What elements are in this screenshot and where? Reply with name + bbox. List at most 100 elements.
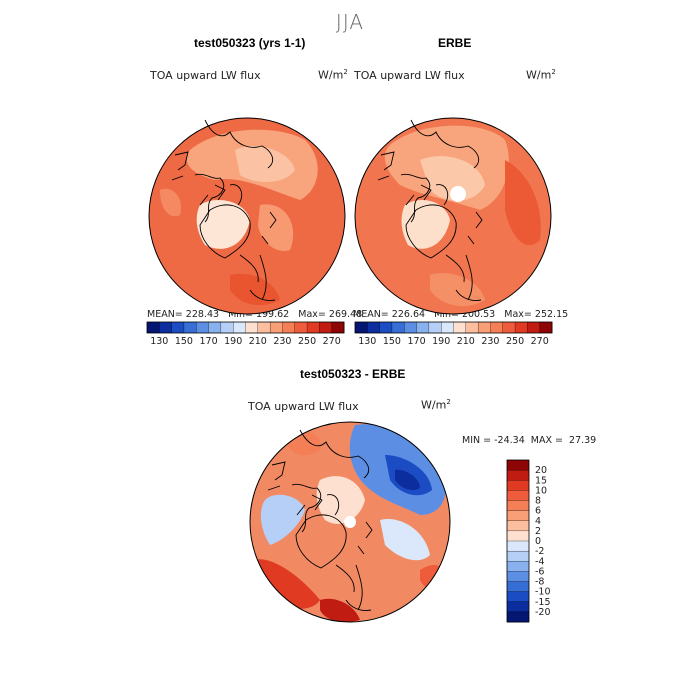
colorbar-swatch [245, 321, 259, 334]
colorbar-swatch [331, 321, 345, 334]
colorbar-tick-label: 210 [249, 336, 267, 347]
map2-coast-svalbard [467, 211, 483, 245]
colorbar-tick-label: 10 [535, 485, 547, 496]
colorbar-swatch [233, 321, 246, 334]
colorbar-tick-label: -15 [535, 597, 551, 608]
map1-field-central [235, 146, 295, 182]
colorbar-swatch [502, 321, 516, 334]
colorbar-frame [506, 459, 530, 623]
colorbar-swatch [367, 321, 381, 334]
map2-coast-scandinavia [445, 254, 482, 301]
map1-field-europe [230, 273, 280, 306]
colorbar-frame [354, 321, 553, 334]
colorbar-tick-label: -4 [535, 556, 544, 567]
colorbar-tick-label: 270 [531, 336, 549, 347]
map1-coast-siberia [204, 119, 274, 169]
panel1-variable: TOA upward LW flux [150, 69, 261, 82]
colorbar-swatch [506, 469, 530, 481]
colorbar-swatch [428, 321, 442, 334]
map2-coast-archipelago [400, 173, 449, 223]
map2-field-greenland [401, 200, 450, 249]
colorbar-swatch [146, 321, 160, 334]
colorbar-swatch [490, 321, 504, 334]
colorbar-tick-label: 150 [383, 336, 401, 347]
map2-outline [354, 117, 552, 315]
map3-field-min-core [395, 469, 420, 491]
map2-coast-siberia [410, 119, 480, 169]
colorbar-swatch [506, 581, 530, 593]
map3-field-negative-center [380, 519, 430, 561]
colorbar-swatch [441, 321, 454, 334]
colorbar-swatch [506, 480, 530, 491]
map2-field-central [420, 156, 485, 201]
map1-field-west [160, 188, 181, 217]
colorbar-swatch [506, 510, 530, 522]
map3-outline [249, 421, 451, 623]
colorbar-swatch [379, 321, 393, 334]
colorbar-swatch [159, 321, 173, 334]
map3-coast-scandinavia [335, 564, 372, 611]
colorbar-swatch [319, 321, 333, 334]
panel2-title: ERBE [438, 36, 472, 50]
panel3-units: W/m2 [421, 398, 451, 412]
colorbar-swatch [171, 321, 185, 334]
colorbar-swatch [539, 321, 553, 334]
map2-field-europe [430, 272, 485, 307]
colorbar-panel2: 130 150 170 190 210 230 250 270 [354, 321, 553, 347]
colorbar-tick-label: 230 [273, 336, 291, 347]
map3-coast-siberia [299, 429, 370, 479]
panel2-units: W/m2 [526, 68, 556, 82]
colorbar-tick-label: 6 [535, 506, 541, 517]
colorbar-swatch [416, 321, 430, 334]
map3-field-near-zero [316, 476, 365, 524]
colorbar-tick-label: 2 [535, 526, 541, 537]
map1-coast-archipelago [194, 173, 243, 223]
colorbar-tick-label: 150 [175, 336, 193, 347]
colorbar-tick-label: -2 [535, 546, 544, 557]
colorbar-swatch [506, 591, 530, 603]
map-panel3 [249, 421, 451, 623]
map2-field-east [505, 160, 541, 246]
colorbar-tick-label: 230 [481, 336, 499, 347]
colorbar-swatch [506, 561, 530, 572]
colorbar-swatch [282, 321, 296, 334]
colorbar-swatch [506, 601, 530, 613]
panel3-stats: MIN = -24.34 MAX = 27.39 [462, 435, 597, 446]
colorbar-swatch [306, 321, 320, 334]
map2-missing-pole [450, 186, 466, 202]
colorbar-swatch [506, 611, 530, 623]
colorbar-swatch [506, 540, 530, 552]
colorbar-tick-label: -10 [535, 587, 551, 598]
map2-coastlines [377, 119, 483, 301]
colorbar-swatch [477, 321, 491, 334]
panel3-variable: TOA upward LW flux [248, 400, 359, 413]
colorbar-swatch [527, 321, 541, 334]
map2-coast-alaska [377, 151, 395, 181]
colorbar-swatch [269, 321, 283, 334]
map-panel1 [148, 117, 346, 315]
colorbar-tick-label: 0 [535, 536, 541, 547]
colorbar-tick-label: 130 [358, 336, 376, 347]
panel1-title: test050323 (yrs 1-1) [194, 36, 306, 50]
colorbar-tick-label: 8 [535, 496, 541, 507]
season-title: JJA [335, 10, 365, 34]
colorbar-tick-label: 250 [506, 336, 524, 347]
colorbar-swatch [294, 321, 308, 334]
map1-field-atlantic [258, 204, 294, 251]
colorbar-swatch [506, 490, 530, 501]
map2-coast-greenland [405, 204, 457, 259]
colorbar-tick-label: 170 [408, 336, 426, 347]
colorbar-swatch [506, 520, 530, 532]
colorbar-tick-label: 210 [457, 336, 475, 347]
colorbar-swatch [257, 321, 271, 334]
map1-coastlines [171, 119, 277, 301]
map1-coast-alaska [171, 151, 189, 181]
colorbar-tick-label: -8 [535, 577, 544, 588]
map1-coast-greenland [199, 204, 251, 259]
colorbar-panel1: 130 150 170 190 210 230 250 270 [146, 321, 345, 347]
map1-coast-svalbard [261, 211, 277, 245]
colorbar-tick-label: -20 [535, 607, 551, 618]
colorbar-tick-label: 250 [298, 336, 316, 347]
